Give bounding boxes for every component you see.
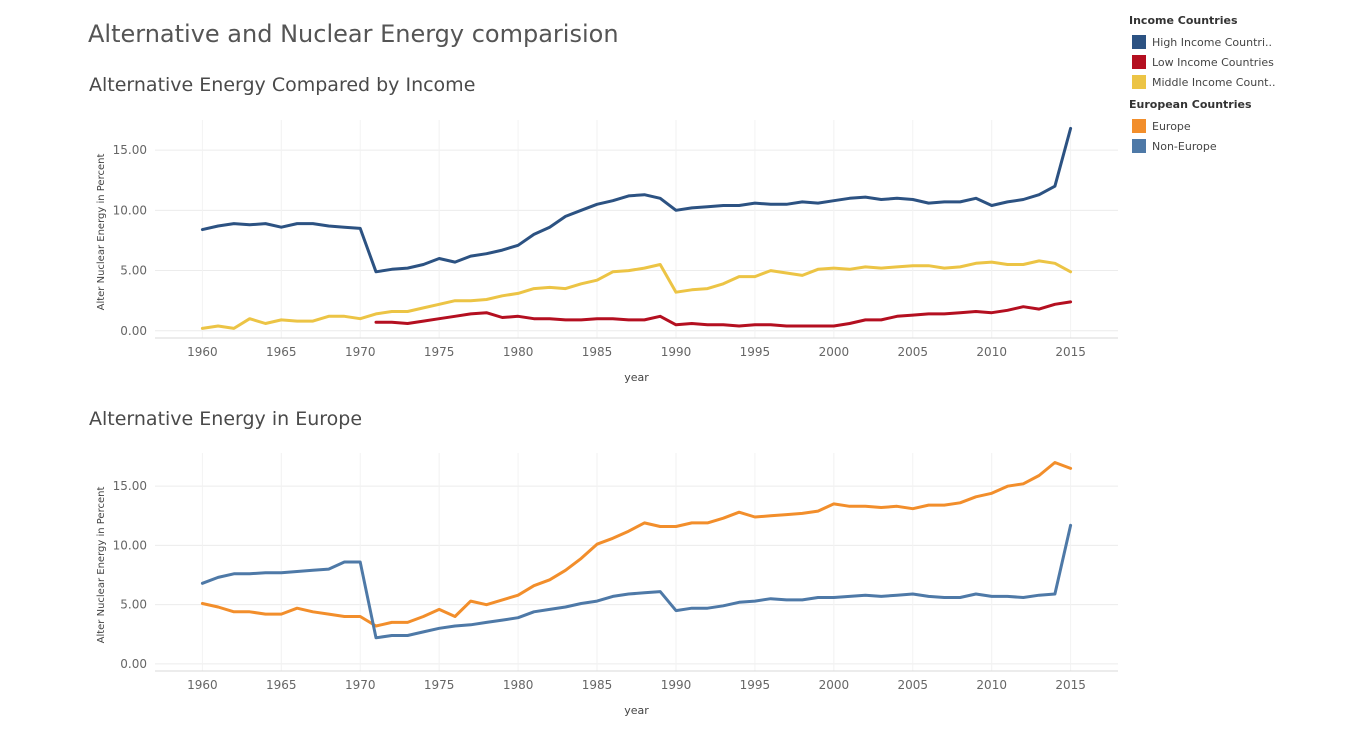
legend-title-income: Income Countries — [1129, 14, 1238, 27]
x-tick-label: 1970 — [345, 345, 376, 359]
series-line-non-europe[interactable] — [200, 523, 1073, 640]
chart-title-income: Alternative Energy Compared by Income — [89, 74, 476, 96]
legend-group-income: Income Countries High Income Countri.. L… — [1129, 14, 1349, 92]
legend-item-low-income[interactable]: Low Income Countries — [1129, 52, 1349, 72]
legend-swatch-middle-income — [1132, 75, 1146, 89]
x-tick-label: 1960 — [187, 678, 218, 692]
legend-swatch-high-income — [1132, 35, 1146, 49]
legend-label-non-europe: Non-Europe — [1152, 139, 1217, 153]
series-line-high-income-countries[interactable] — [200, 126, 1073, 274]
legend: Income Countries High Income Countri.. L… — [1129, 12, 1349, 162]
x-tick-label: 2015 — [1055, 678, 1086, 692]
legend-swatch-low-income — [1132, 55, 1146, 69]
x-tick-label: 1965 — [266, 678, 297, 692]
x-tick-label: 1965 — [266, 345, 297, 359]
legend-label-high-income: High Income Countri.. — [1152, 35, 1272, 49]
x-tick-label: 1975 — [424, 345, 455, 359]
x-tick-label: 1980 — [503, 678, 534, 692]
x-tick-label: 1985 — [582, 345, 613, 359]
x-tick-label: 2000 — [819, 345, 850, 359]
y-tick-label: 0.00 — [120, 324, 147, 338]
legend-label-europe: Europe — [1152, 119, 1191, 133]
y-axis-label: Alter Nuclear Energy in Percent — [96, 487, 107, 644]
x-tick-label: 1990 — [661, 678, 692, 692]
x-tick-label: 2015 — [1055, 345, 1086, 359]
europe-line-chart: 0.00 5.00 10.00 15.00 1960 1965 1970 1975 1980 19… — [96, 453, 1118, 717]
series-line-low-income-countries[interactable] — [374, 300, 1073, 328]
legend-swatch-europe — [1132, 119, 1146, 133]
y-tick-label: 10.00 — [113, 538, 147, 552]
x-tick-label: 2010 — [976, 678, 1007, 692]
legend-label-middle-income: Middle Income Count.. — [1152, 75, 1276, 89]
y-tick-label: 0.00 — [120, 657, 147, 671]
x-tick-label: 1985 — [582, 678, 613, 692]
legend-item-europe[interactable]: Europe — [1129, 116, 1349, 136]
y-tick-label: 15.00 — [113, 479, 147, 493]
series-line-europe[interactable] — [200, 461, 1073, 628]
legend-label-low-income: Low Income Countries — [1152, 55, 1274, 69]
x-tick-label: 2000 — [819, 678, 850, 692]
y-tick-label: 5.00 — [120, 598, 147, 612]
legend-item-middle-income[interactable]: Middle Income Count.. — [1129, 72, 1349, 92]
page-title: Alternative and Nuclear Energy comparisi… — [88, 20, 619, 48]
y-tick-label: 15.00 — [113, 143, 147, 157]
chart-title-europe: Alternative Energy in Europe — [89, 408, 363, 430]
y-tick-label: 10.00 — [113, 203, 147, 217]
legend-group-european: European Countries Europe Non-Europe — [1129, 98, 1349, 156]
x-axis-label: year — [624, 371, 649, 384]
y-tick-label: 5.00 — [120, 264, 147, 278]
x-tick-label: 2005 — [897, 678, 928, 692]
x-axis-label: year — [624, 704, 649, 717]
legend-item-non-europe[interactable]: Non-Europe — [1129, 136, 1349, 156]
legend-swatch-non-europe — [1132, 139, 1146, 153]
y-axis-label: Alter Nuclear Energy in Percent — [96, 154, 107, 311]
x-tick-label: 1995 — [740, 678, 771, 692]
legend-item-high-income[interactable]: High Income Countri.. — [1129, 32, 1349, 52]
x-tick-label: 1990 — [661, 345, 692, 359]
x-tick-label: 2010 — [976, 345, 1007, 359]
x-tick-label: 2005 — [897, 345, 928, 359]
x-tick-label: 1960 — [187, 345, 218, 359]
income-line-chart: 0.00 5.00 10.00 15.00 1960 1965 1970 1975 1980 19… — [96, 120, 1118, 384]
x-tick-label: 1975 — [424, 678, 455, 692]
series-line-middle-income-countries[interactable] — [200, 259, 1073, 330]
x-tick-label: 1980 — [503, 345, 534, 359]
legend-title-european: European Countries — [1129, 98, 1252, 111]
x-tick-label: 1970 — [345, 678, 376, 692]
x-tick-label: 1995 — [740, 345, 771, 359]
